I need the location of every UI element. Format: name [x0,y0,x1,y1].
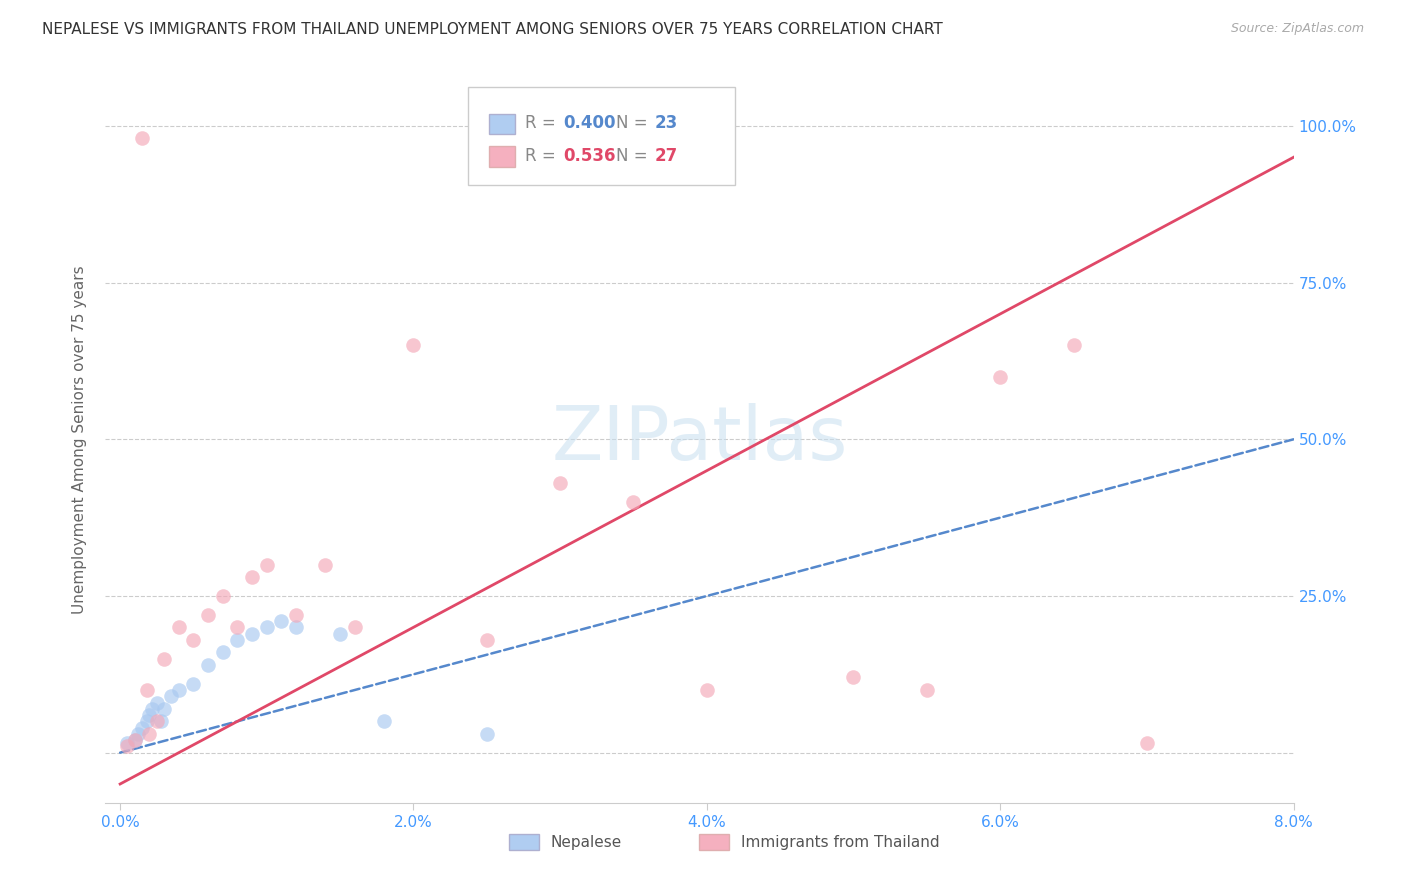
Point [146,714,169,729]
Point [127,727,149,741]
Point [1136,736,1159,750]
Bar [489,113,516,134]
Point [117,736,139,750]
Point [153,702,176,716]
Text: Nepalese: Nepalese [551,835,623,849]
Text: N =: N = [616,114,654,132]
Point [270,614,292,628]
Point [135,683,157,698]
Text: Immigrants from Thailand: Immigrants from Thailand [741,835,939,849]
Point [285,620,308,634]
Point [623,495,645,509]
Text: R =: R = [524,147,561,165]
Bar [700,834,730,850]
Point [329,626,352,640]
Point [167,683,190,698]
Point [167,620,190,634]
FancyBboxPatch shape [468,87,735,185]
Point [240,570,263,584]
Point [256,558,278,572]
Text: 27: 27 [654,147,678,165]
Point [402,338,425,352]
Point [842,670,865,684]
Point [211,589,233,603]
Text: ZIPatlas: ZIPatlas [551,403,848,475]
Point [141,702,163,716]
Text: 0.400: 0.400 [562,114,616,132]
Bar [509,834,538,850]
Point [211,645,233,659]
Point [183,632,205,647]
Point [138,727,160,741]
Point [124,733,146,747]
Point [256,620,278,634]
Point [988,369,1011,384]
Point [373,714,395,729]
Point [183,677,205,691]
Point [475,632,498,647]
Point [1063,338,1085,352]
Point [915,683,938,698]
Text: N =: N = [616,147,654,165]
Point [160,690,183,704]
Point [343,620,366,634]
Point [138,708,160,723]
Text: NEPALESE VS IMMIGRANTS FROM THAILAND UNEMPLOYMENT AMONG SENIORS OVER 75 YEARS CO: NEPALESE VS IMMIGRANTS FROM THAILAND UNE… [42,22,943,37]
Point [117,739,139,754]
Point [197,657,219,672]
Y-axis label: Unemployment Among Seniors over 75 years: Unemployment Among Seniors over 75 years [72,265,87,614]
Point [240,626,263,640]
Point [475,727,498,741]
Point [131,721,153,735]
Point [135,714,157,729]
Point [696,683,718,698]
Point [131,131,153,145]
Bar [489,146,516,167]
Point [226,632,249,647]
Point [153,651,176,665]
Text: Source: ZipAtlas.com: Source: ZipAtlas.com [1230,22,1364,36]
Point [226,620,249,634]
Text: 23: 23 [654,114,678,132]
Point [197,607,219,622]
Point [124,733,146,747]
Point [285,607,308,622]
Point [146,696,169,710]
Text: R =: R = [524,114,561,132]
Point [150,714,173,729]
Text: 0.536: 0.536 [562,147,616,165]
Point [548,476,571,491]
Point [314,558,336,572]
